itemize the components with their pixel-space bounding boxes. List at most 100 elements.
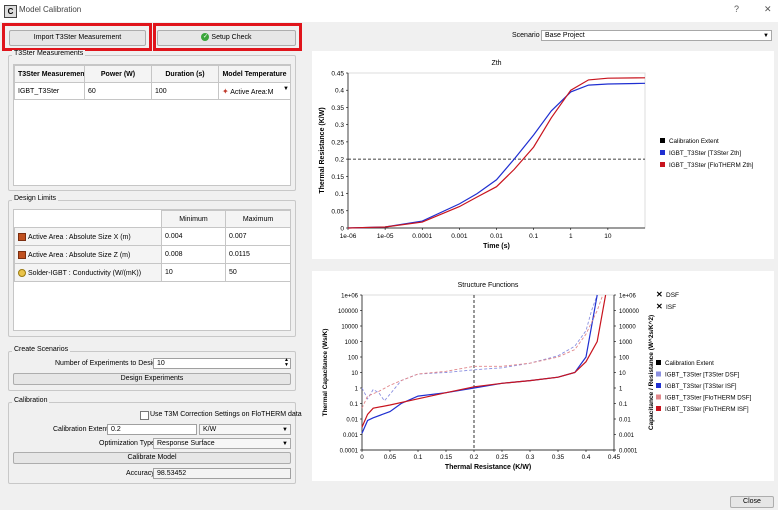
create-scenarios-group: [8, 351, 296, 391]
close-window-icon[interactable]: ✕: [764, 4, 772, 14]
structure-functions-chart: Structure Functions 0.0001 0.0001 0.001 0.00…: [322, 282, 752, 471]
y-tick-label: 10000: [341, 325, 358, 331]
extent-unit-value: K/W: [203, 426, 217, 433]
limit-min[interactable]: 0.008: [161, 245, 226, 264]
x-tick-label: 0.3: [526, 454, 535, 461]
legend-label: IGBT_T3Ster [T3Ster ISF]: [665, 383, 737, 390]
limit-label-text: Active Area : Absolute Size Z (m): [28, 251, 131, 259]
optimization-type-select[interactable]: Response Surface ▼: [153, 438, 291, 449]
x-tick-label: 0.35: [552, 454, 565, 461]
x-tick-label: 0.4: [582, 454, 591, 461]
calibration-group: [8, 402, 296, 484]
y-tick-label: 0.35: [331, 105, 344, 112]
limit-label-text: Active Area : Absolute Size X (m): [28, 233, 131, 241]
limit-min[interactable]: 0.004: [161, 227, 226, 246]
series-line: [361, 294, 598, 434]
t3ster-table: T3Ster Measuremen Power (W) Duration (s)…: [14, 65, 291, 100]
y-tick-label: 0.05: [331, 208, 344, 215]
y-tick-label: 0.45: [331, 71, 344, 78]
limit-max[interactable]: 0.0115: [225, 245, 291, 264]
legend-swatch: [656, 394, 661, 400]
col-header-power[interactable]: Power (W): [84, 65, 152, 83]
legend-label: IGBT_T3Ster [FloTHERM DSF]: [665, 395, 752, 402]
limit-max[interactable]: 50: [225, 263, 291, 282]
col-header-maximum[interactable]: Maximum: [225, 210, 291, 228]
extent-unit-select[interactable]: K/W ▼: [199, 424, 291, 435]
setup-check-button[interactable]: ✓ Setup Check: [157, 30, 296, 46]
legend-swatch: [660, 162, 665, 167]
duration-value[interactable]: 100: [151, 82, 219, 100]
legend-label: IGBT_T3Ster [FloTHERM Zth]: [669, 162, 754, 169]
import-highlight: [2, 23, 152, 51]
limit-row-label: Active Area : Absolute Size X (m): [14, 227, 162, 246]
plot-area: [347, 72, 646, 229]
x-tick-label: 0: [360, 454, 364, 461]
y-tick-label: 0.15: [331, 174, 344, 181]
series-line: [347, 82, 646, 229]
col-header-minimum[interactable]: Minimum: [161, 210, 226, 228]
table-row[interactable]: Active Area : Absolute Size X (m) 0.004 …: [14, 227, 291, 246]
y-tick-label: 0.25: [331, 139, 344, 146]
limit-min[interactable]: 10: [161, 263, 226, 282]
model-temp-select[interactable]: ✦ Active Area:M ▼: [218, 82, 291, 100]
table-row[interactable]: IGBT_T3Ster 60 100 ✦ Active Area:M ▼: [14, 82, 291, 100]
y2-tick-label: 0.001: [619, 433, 635, 439]
limit-max[interactable]: 0.007: [225, 227, 291, 246]
legend-label: DSF: [666, 292, 679, 299]
design-experiments-button[interactable]: Design Experiments: [13, 373, 291, 385]
check-icon: ✓: [201, 33, 210, 42]
x-axis-label: Time (s): [483, 243, 510, 250]
legend-swatch: [656, 371, 661, 377]
x-axis-label: Thermal Resistance (K/W): [445, 464, 531, 471]
y2-tick-label: 1000: [619, 340, 633, 346]
col-header-model-temp[interactable]: Model Temperature: [218, 65, 291, 83]
limit-row-label: Solder-IGBT : Conductivity (W/(mK)): [14, 263, 162, 282]
y-tick-label: 0.1: [350, 402, 359, 408]
help-button[interactable]: ?: [734, 4, 740, 14]
x-tick-label: 0.001: [451, 233, 468, 240]
chevron-down-icon: ▼: [763, 33, 769, 39]
num-experiments-value: 10: [157, 360, 165, 367]
spin-arrows-icon[interactable]: ▲ ▼: [284, 357, 289, 368]
legend-label: ISF: [666, 304, 676, 311]
t3m-correction-checkbox[interactable]: [140, 411, 149, 420]
num-experiments-spinbox[interactable]: 10 ▲ ▼: [153, 358, 291, 369]
x-tick-label: 0.01: [490, 233, 503, 240]
optimization-type-label: Optimization Type: [99, 440, 155, 447]
x-tick-label: 10: [604, 233, 612, 240]
legend-swatch: [656, 383, 661, 388]
col-header-duration[interactable]: Duration (s): [151, 65, 219, 83]
legend-label: Calibration Extent: [665, 360, 714, 367]
x-tick-label: 0.0001: [412, 233, 432, 240]
x-tick-label: 1e-06: [340, 233, 357, 240]
x-tick-label: 0.45: [608, 454, 621, 461]
y-tick-label: 0.0001: [340, 449, 359, 455]
sensor-icon: ✦: [222, 86, 229, 96]
y-axis-label: Thermal Resistance (K/W): [319, 107, 326, 193]
table-row[interactable]: Solder-IGBT : Conductivity (W/(mK)) 10 5…: [14, 263, 291, 282]
t3ster-group-title: T3Ster Measurements: [12, 50, 86, 57]
y2-tick-label: 100000: [619, 309, 640, 315]
accuracy-label: Accuracy: [126, 470, 155, 477]
scenario-select[interactable]: Base Project ▼: [541, 30, 772, 41]
y-tick-label: 0.001: [343, 433, 359, 439]
calibration-extent-input[interactable]: 0.2: [107, 424, 197, 435]
y2-tick-label: 10: [619, 371, 626, 377]
calibration-extent-label: Calibration Extent: [53, 426, 109, 433]
import-t3ster-button[interactable]: Import T3Ster Measurement: [9, 30, 146, 46]
table-row[interactable]: Active Area : Absolute Size Z (m) 0.008 …: [14, 245, 291, 264]
power-value[interactable]: 60: [84, 82, 152, 100]
y2-tick-label: 100: [619, 356, 630, 362]
plot-area: [361, 294, 615, 451]
series-line: [361, 294, 607, 428]
chevron-down-icon: ▼: [282, 441, 288, 447]
col-header-measurement[interactable]: T3Ster Measuremen: [14, 65, 85, 83]
num-experiments-label: Number of Experiments to Design: [55, 360, 161, 367]
x-tick-label: 0.15: [440, 454, 453, 461]
calibrate-model-button[interactable]: Calibrate Model: [13, 452, 291, 464]
close-button[interactable]: Close: [730, 496, 774, 508]
model-temp-value: Active Area:M: [230, 88, 274, 96]
measurement-name[interactable]: IGBT_T3Ster: [14, 82, 85, 100]
design-limits-title: Design Limits: [12, 195, 59, 202]
y2-tick-label: 10000: [619, 325, 636, 331]
